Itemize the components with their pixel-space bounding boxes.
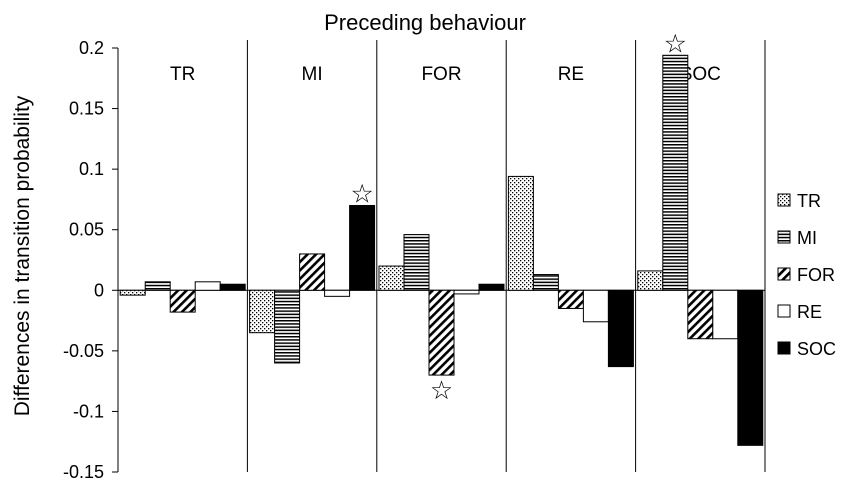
y-axis-label: Differences in transition probability [11,95,34,416]
bar-re-mi [532,274,559,291]
bar-for-for [428,289,455,376]
group-label-mi: MI [302,64,323,85]
bar-soc-mi [662,54,689,291]
bar-re-for [557,289,584,309]
bar-for-re [453,289,480,295]
group-labels: TR MI FOR RE SOC [170,64,721,85]
group-label-for: FOR [421,64,461,85]
y-tick-label: 0.15 [69,99,104,119]
bars [119,54,764,446]
bar-re-soc [607,289,634,368]
legend-label-tr: TR [797,191,821,211]
y-tick-label: 0.05 [69,220,104,240]
group-label-soc: SOC [680,64,721,85]
bar-re-re [582,289,609,323]
legend-label-for: FOR [797,265,835,285]
bar-tr-soc [219,283,246,291]
legend-swatch-for [777,267,791,281]
legend-label-soc: SOC [797,339,836,359]
bar-for-mi [403,234,430,291]
bar-for-soc [478,283,505,291]
legend-label-mi: MI [797,228,817,248]
y-tick-label: -0.05 [63,341,104,361]
legend-swatch-re [777,304,791,318]
y-tick-label: -0.1 [73,401,104,421]
legend-label-re: RE [797,302,822,322]
legend-swatch-mi [777,230,791,244]
significance-star-icon: ☆ [350,178,373,208]
group-label-re: RE [558,64,584,85]
bar-mi-soc [349,204,376,291]
bar-mi-for [299,253,326,291]
legend-swatch-soc [777,341,791,355]
y-tick-label: -0.15 [63,462,104,481]
significance-star-icon: ☆ [664,28,687,58]
bar-tr-mi [144,281,171,291]
y-tick-label: 0.1 [79,159,104,179]
bar-tr-tr [119,289,146,296]
bar-soc-for [687,289,714,340]
group-label-tr: TR [170,64,195,85]
bar-soc-tr [637,270,664,291]
y-tick-label: 0 [94,280,104,300]
bar-soc-soc [737,289,764,446]
bar-tr-re [194,281,221,291]
group-dividers [246,40,766,472]
bar-for-tr [378,265,405,291]
legend-swatch-tr [777,193,791,207]
bar-re-tr [507,175,534,291]
bar-mi-re [324,289,351,297]
bar-mi-tr [249,289,276,334]
significance-markers: ☆ ☆ ☆ [350,28,687,405]
bar-mi-mi [274,289,301,364]
legend: TR MI FOR RE SOC [777,191,836,359]
bar-soc-re [712,289,739,340]
bar-tr-for [169,289,196,313]
chart-title: Preceding behaviour [324,10,526,35]
significance-star-icon: ☆ [430,375,453,405]
y-tick-label: 0.2 [79,38,104,58]
